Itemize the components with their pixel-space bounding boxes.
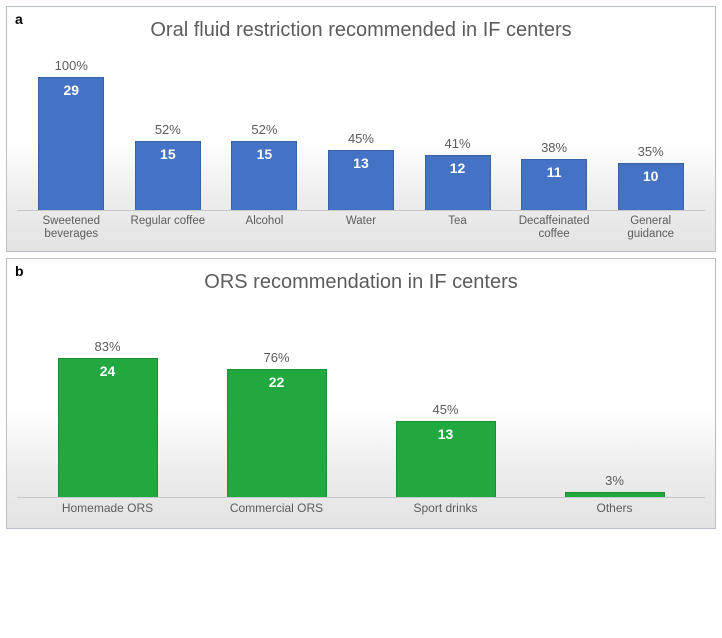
bar-col: 52%15 [123,122,213,210]
bar-col: 45%13 [316,131,406,210]
x-label: Regular coffee [123,215,213,243]
panel-a-title: Oral fluid restriction recommended in IF… [17,19,705,42]
bar-col: 35%10 [606,144,696,210]
pct-label: 76% [263,350,289,365]
bar: 15 [135,141,201,210]
bar: 13 [396,421,496,497]
panel-b-x-axis: Homemade ORS Commercial ORS Sport drinks Ot… [17,498,705,524]
pct-label: 52% [251,122,277,137]
x-label: Homemade ORS [38,502,178,520]
bar: 15 [231,141,297,210]
pct-label: 100% [55,58,88,73]
panel-a: a Oral fluid restriction recommended in … [6,6,716,252]
x-label: Tea [413,215,503,243]
panel-b-plot-area: 83%2476%2245%133% [17,308,705,498]
bar-col: 3% [545,473,685,497]
pct-label: 35% [638,144,664,159]
x-label: Water [316,215,406,243]
bar: 13 [328,150,394,210]
bar: 10 [618,163,684,210]
bar-col: 76%22 [207,350,347,497]
bar-col: 41%12 [413,136,503,210]
x-label: Alcohol [219,215,309,243]
panel-b: b ORS recommendation in IF centers 83%24… [6,258,716,529]
x-label: Commercial ORS [207,502,347,520]
x-label: General guidance [606,215,696,243]
x-label: Sweetened beverages [26,215,116,243]
bar: 29 [38,77,104,210]
bar: 11 [521,159,587,210]
pct-label: 52% [155,122,181,137]
bar-col: 45%13 [376,402,516,497]
panel-a-tag: a [15,11,23,27]
pct-label: 41% [445,136,471,151]
bar: 24 [58,358,158,497]
bar [565,492,665,497]
panel-a-x-axis: Sweetened beveragesRegular coffeeAlcohol… [17,211,705,247]
panel-b-tag: b [15,263,24,279]
x-label: Others [545,502,685,520]
x-label: Decaffeinated coffee [509,215,599,243]
bar-col: 100% 29 [26,58,116,210]
pct-label: 83% [94,339,120,354]
bar-col: 52%15 [219,122,309,210]
x-label: Sport drinks [376,502,516,520]
bar-col: 83%24 [38,339,178,497]
bar-col: 38%11 [509,140,599,210]
panel-b-title: ORS recommendation in IF centers [17,271,705,294]
pct-label: 45% [432,402,458,417]
panel-a-plot-area: 100%2952%1552%1545%1341%1238%1135%10 [17,56,705,211]
bar: 22 [227,369,327,497]
bar: 12 [425,155,491,210]
pct-label: 38% [541,140,567,155]
pct-label: 3% [605,473,624,488]
pct-label: 45% [348,131,374,146]
